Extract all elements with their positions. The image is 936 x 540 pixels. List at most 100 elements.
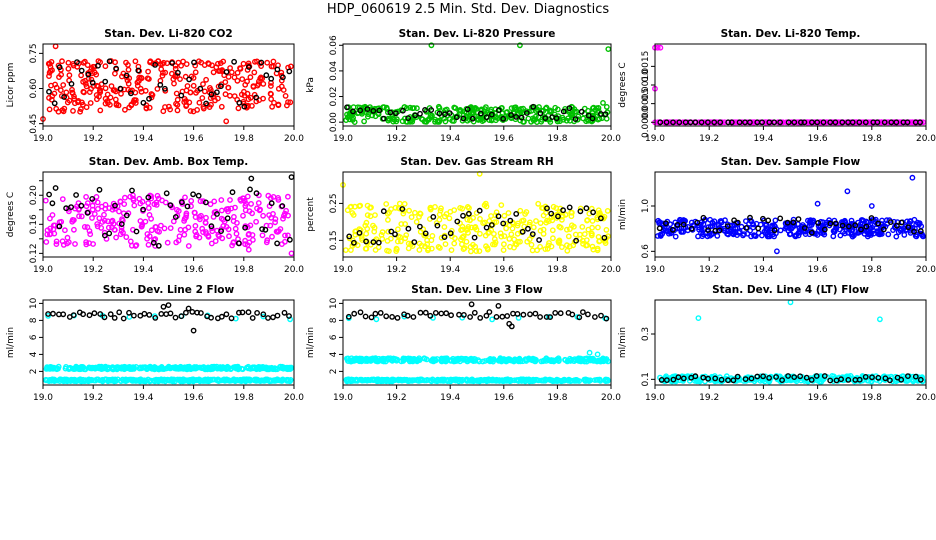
data-point bbox=[133, 228, 140, 235]
data-point bbox=[470, 214, 476, 221]
data-point bbox=[708, 119, 714, 126]
data-point bbox=[464, 106, 471, 113]
data-point bbox=[817, 218, 824, 225]
data-point bbox=[410, 105, 417, 111]
data-point bbox=[537, 314, 543, 320]
data-point bbox=[545, 242, 552, 249]
y-tick-label: 6 bbox=[29, 334, 39, 340]
data-point bbox=[541, 357, 547, 364]
data-point bbox=[283, 207, 289, 214]
data-point bbox=[579, 237, 586, 244]
data-point bbox=[286, 313, 292, 319]
data-point bbox=[422, 309, 429, 316]
data-point bbox=[202, 366, 209, 373]
data-point bbox=[125, 80, 132, 87]
data-point bbox=[537, 227, 544, 234]
data-point bbox=[760, 215, 766, 222]
data-point bbox=[60, 82, 67, 88]
data-point bbox=[911, 228, 917, 235]
data-point bbox=[178, 313, 185, 320]
data-point bbox=[240, 60, 247, 67]
data-point bbox=[351, 310, 358, 317]
x-tick-label: 19.0 bbox=[645, 265, 665, 275]
data-point bbox=[489, 316, 495, 323]
data-point bbox=[102, 85, 109, 92]
x-tick-label: 19.2 bbox=[387, 134, 407, 144]
data-point bbox=[448, 247, 455, 254]
data-point bbox=[385, 117, 392, 124]
data-point bbox=[149, 92, 156, 98]
data-point bbox=[107, 94, 114, 101]
data-point bbox=[547, 357, 554, 364]
x-tick-label: 19.2 bbox=[83, 393, 103, 403]
data-point bbox=[71, 95, 78, 102]
data-point bbox=[208, 91, 215, 98]
data-point bbox=[284, 376, 291, 383]
data-point bbox=[143, 105, 150, 112]
data-point bbox=[893, 233, 900, 240]
data-point bbox=[148, 195, 155, 202]
data-point bbox=[208, 223, 215, 230]
data-point bbox=[832, 119, 839, 126]
data-point bbox=[537, 110, 544, 117]
data-point bbox=[520, 311, 527, 318]
data-point bbox=[859, 377, 866, 384]
data-point bbox=[167, 106, 174, 113]
data-point bbox=[572, 116, 579, 123]
y-tick-label: 0.0015 bbox=[641, 51, 651, 83]
data-point bbox=[734, 219, 741, 226]
data-point bbox=[898, 219, 905, 226]
data-point bbox=[363, 219, 370, 226]
data-point bbox=[417, 210, 424, 217]
data-point bbox=[71, 226, 77, 233]
data-point bbox=[446, 215, 453, 222]
data-point bbox=[191, 59, 197, 66]
data-point bbox=[436, 105, 443, 112]
data-point bbox=[118, 227, 125, 234]
data-point bbox=[127, 238, 134, 245]
data-point bbox=[416, 357, 423, 363]
data-point bbox=[86, 240, 93, 247]
data-point bbox=[51, 100, 58, 107]
data-point bbox=[401, 200, 408, 207]
data-point bbox=[218, 197, 225, 203]
data-point bbox=[72, 241, 78, 247]
y-tick-label: 10 bbox=[329, 297, 339, 309]
data-point bbox=[405, 115, 411, 122]
data-point bbox=[595, 224, 601, 231]
data-point bbox=[481, 106, 488, 112]
data-point bbox=[223, 69, 230, 75]
data-point bbox=[536, 237, 542, 243]
data-point bbox=[163, 190, 170, 197]
y-tick-label: 0.16 bbox=[29, 214, 39, 234]
x-tick-label: 19.0 bbox=[33, 393, 53, 403]
data-point bbox=[460, 311, 467, 318]
data-point bbox=[187, 108, 194, 114]
data-point bbox=[564, 226, 570, 233]
data-point bbox=[534, 247, 540, 254]
data-point bbox=[821, 373, 828, 379]
data-point bbox=[195, 192, 202, 199]
data-point bbox=[372, 247, 379, 253]
data-point bbox=[510, 357, 517, 364]
data-point bbox=[493, 313, 500, 320]
data-point bbox=[808, 229, 815, 236]
data-point bbox=[459, 226, 466, 233]
data-point bbox=[580, 309, 586, 315]
data-point bbox=[386, 378, 393, 385]
data-point bbox=[260, 81, 267, 87]
data-point bbox=[180, 365, 187, 372]
x-axis: 19.0 19.2 19.4 19.6 19.8 20.0 bbox=[33, 385, 304, 403]
data-point bbox=[809, 219, 816, 226]
data-point bbox=[122, 364, 129, 371]
data-point bbox=[442, 241, 449, 248]
data-point bbox=[43, 376, 49, 383]
data-point bbox=[436, 110, 443, 117]
data-point bbox=[177, 378, 184, 385]
data-point bbox=[477, 215, 483, 222]
data-point bbox=[603, 226, 610, 233]
data-point bbox=[507, 217, 514, 224]
data-point bbox=[357, 309, 364, 316]
x-tick-label: 20.0 bbox=[284, 265, 304, 275]
